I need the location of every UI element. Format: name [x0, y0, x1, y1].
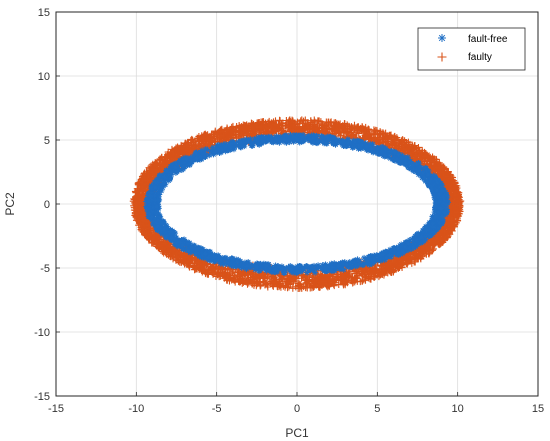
data-point-faulty: [289, 117, 297, 125]
data-points: [129, 116, 465, 292]
data-point-faulty: [286, 116, 294, 124]
data-point-faulty: [234, 267, 242, 275]
data-point-faulty: [269, 281, 277, 289]
data-point-faulty: [330, 280, 338, 288]
data-point-faulty: [251, 272, 259, 280]
data-point-faulty: [297, 117, 305, 125]
data-point-faulty: [317, 271, 325, 279]
data-point-faulty: [298, 116, 306, 124]
data-point-faulty: [306, 272, 314, 280]
data-point-faulty: [236, 124, 244, 132]
